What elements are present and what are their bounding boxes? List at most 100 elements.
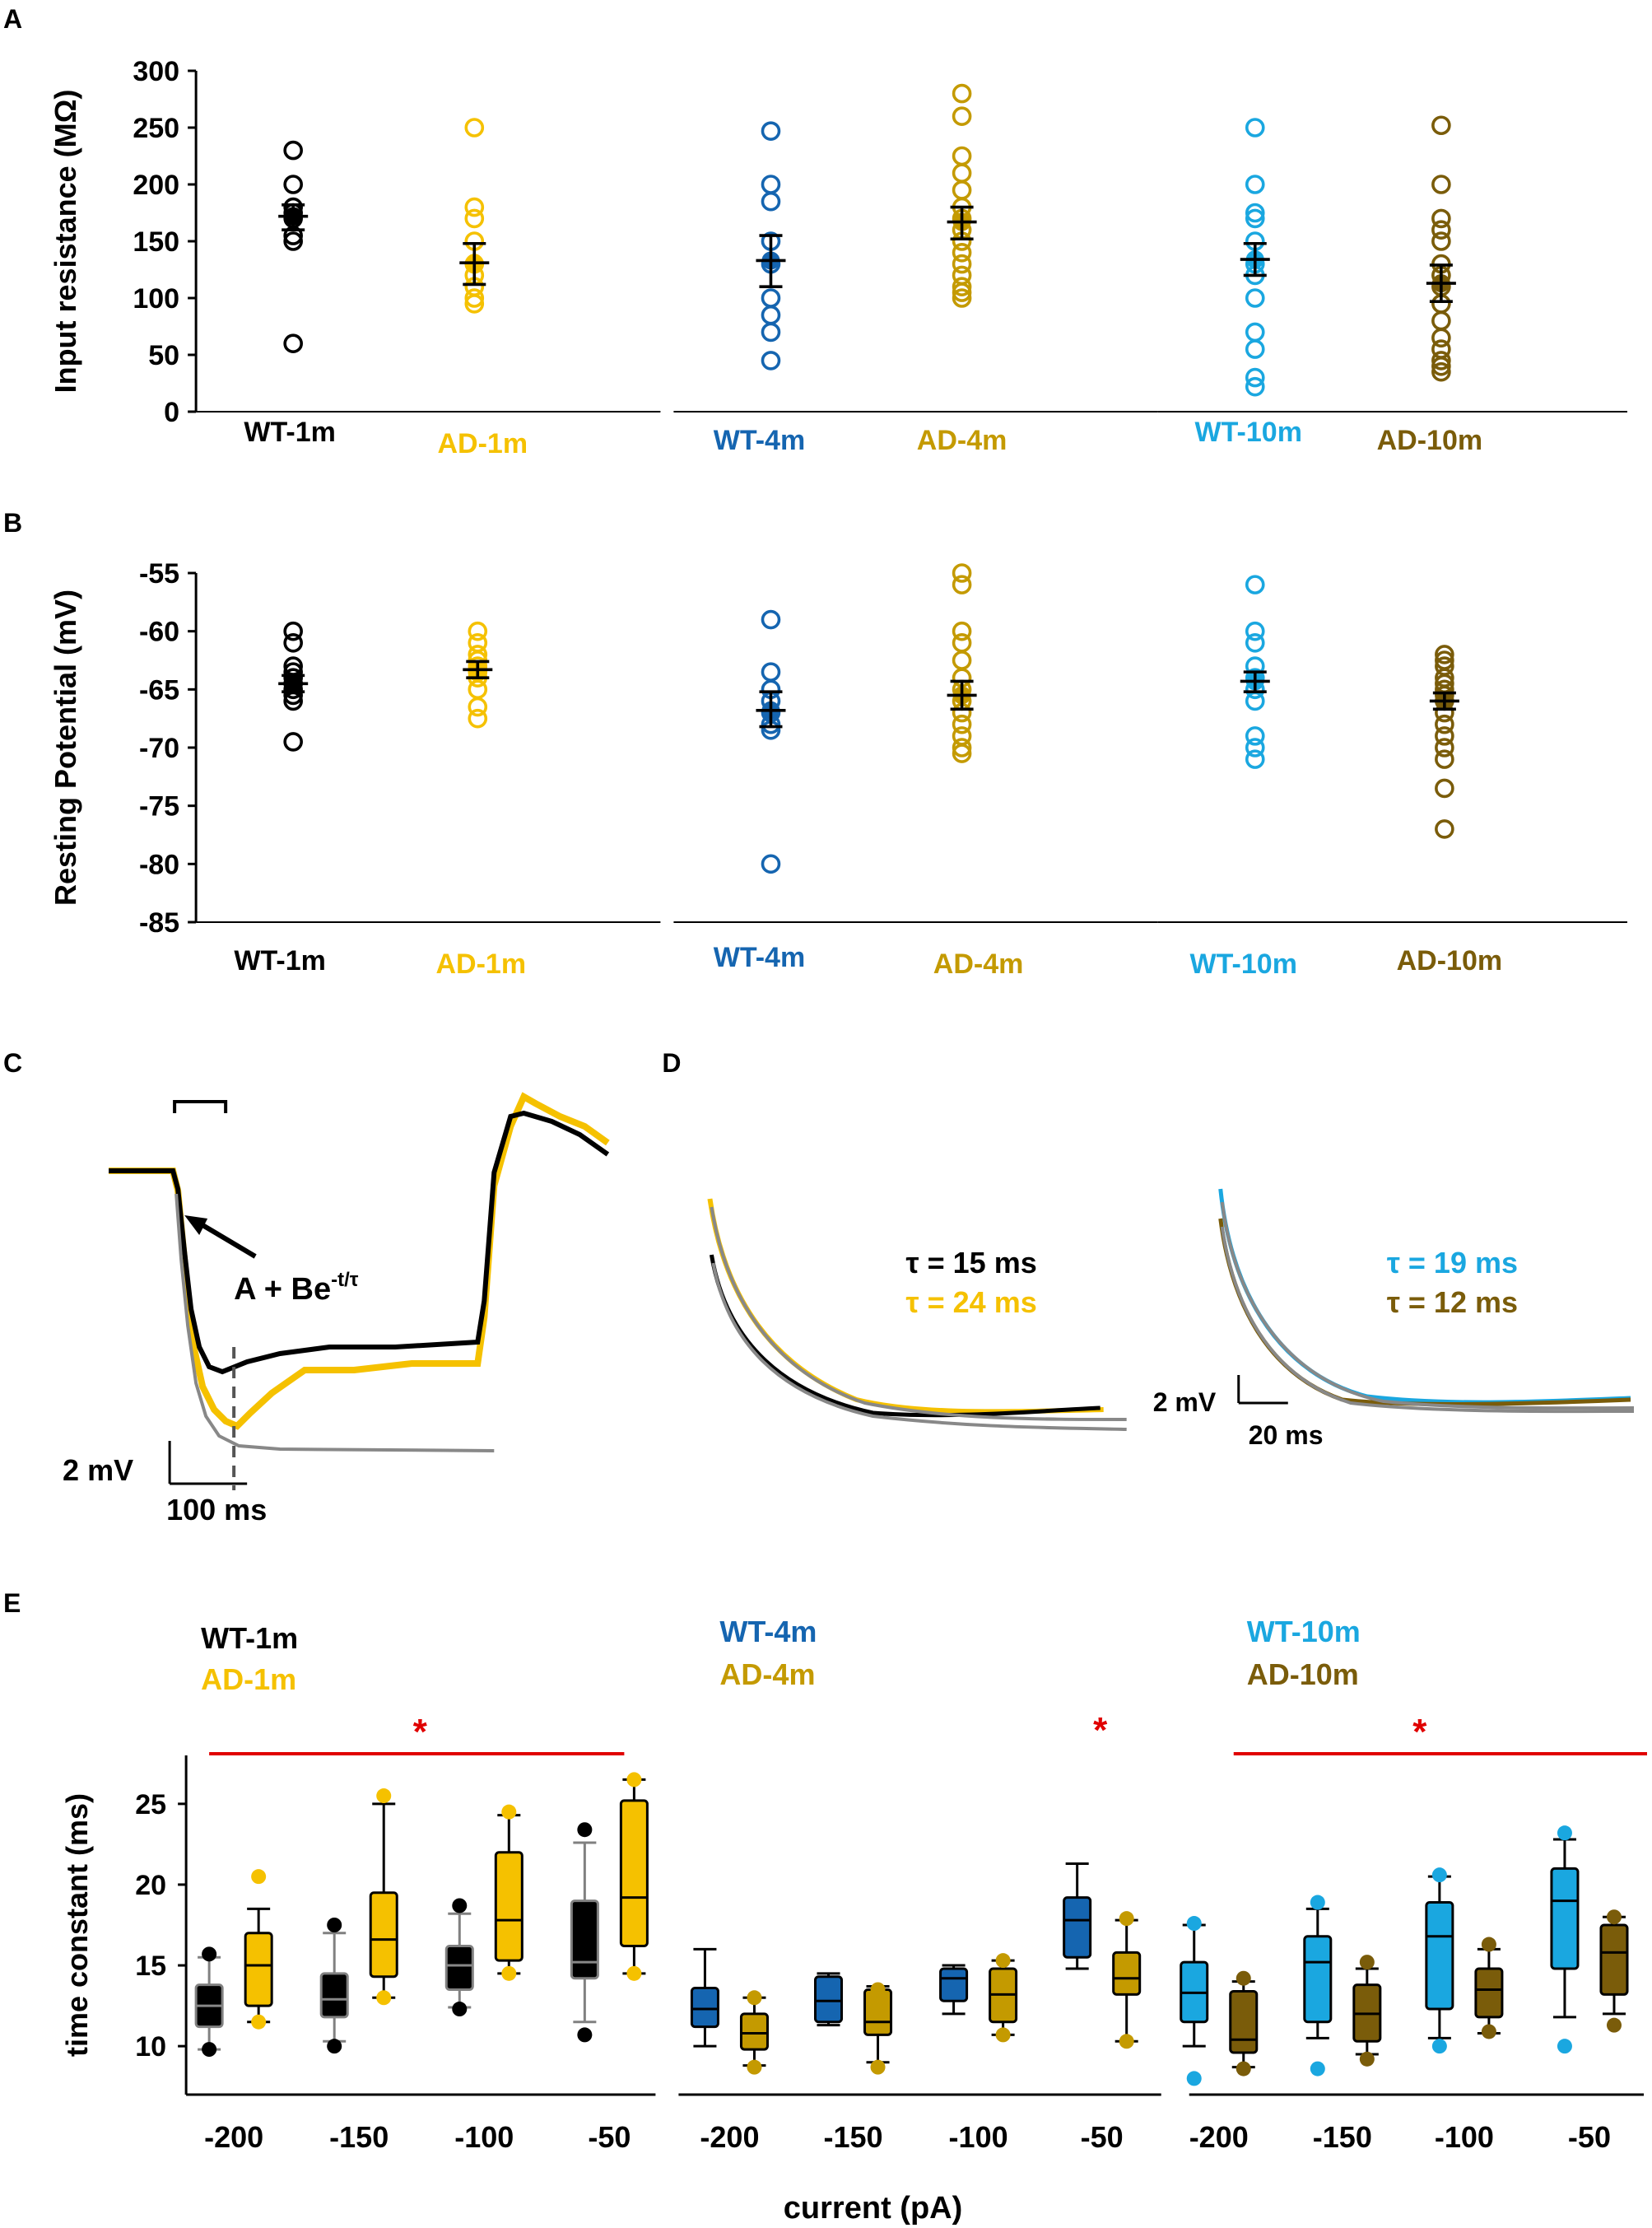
y-tick-label: 300 — [133, 56, 179, 87]
data-point — [464, 288, 485, 308]
outlier-point — [747, 2059, 762, 2075]
legend-ad: AD-1m — [201, 1662, 296, 1696]
y-tick-label: 10 — [135, 2031, 166, 2063]
fit-window-bracket — [173, 1100, 228, 1113]
box — [1229, 1989, 1259, 2054]
outlier-point — [1236, 1970, 1251, 1986]
scale-d-ms-label: 20 ms — [1249, 1420, 1324, 1450]
x-tick-label: -200 — [1189, 2120, 1249, 2154]
data-point — [952, 277, 972, 297]
data-point — [283, 333, 303, 354]
fit-d-wt-1m — [711, 1262, 1127, 1431]
outlier-point — [251, 1869, 267, 1885]
data-point — [283, 621, 303, 641]
panel-c-traces: A + Be-t/τ 2 mV 100 ms — [63, 1092, 610, 1527]
outlier-point — [327, 1918, 342, 1932]
y-tick-label: 25 — [135, 1789, 166, 1820]
data-point — [761, 288, 781, 308]
outlier-point — [202, 1946, 217, 1962]
outlier-point — [1310, 2061, 1325, 2077]
y-tick-label: -85 — [139, 907, 179, 939]
panel-label-e: E — [3, 1588, 21, 1618]
data-point — [1245, 288, 1265, 308]
data-point — [952, 146, 972, 166]
data-point — [761, 175, 781, 194]
fit-d-ad-10m — [1220, 1226, 1634, 1414]
data-point — [952, 575, 972, 594]
legend-ad: AD-4m — [719, 1657, 815, 1691]
box — [1599, 1923, 1629, 1996]
data-point — [1431, 356, 1451, 376]
outlier-point — [995, 2027, 1011, 2043]
data-point — [952, 106, 972, 126]
scale-mv-label: 2 mV — [63, 1453, 133, 1487]
data-point — [952, 288, 972, 308]
fit-curve-c — [175, 1193, 495, 1452]
outlier-point — [376, 1788, 392, 1804]
data-point — [952, 743, 972, 763]
arrowhead-icon — [184, 1215, 208, 1235]
data-point — [952, 242, 972, 263]
outlier-point — [376, 1990, 392, 2006]
group-label: AD-1m — [435, 949, 526, 980]
data-point — [952, 163, 972, 183]
outlier-point — [577, 2027, 593, 2043]
box — [319, 1972, 349, 2019]
panel-a-chart: 0 50 100 150 200 250 300 Input resistance (MΩ) W… — [49, 56, 1627, 459]
data-point — [1435, 749, 1454, 769]
outlier-point — [501, 1965, 517, 1981]
x-tick-label: -200 — [700, 2120, 759, 2154]
x-axis-title: current (pA) — [784, 2191, 963, 2226]
data-point — [1245, 339, 1265, 359]
data-point — [1245, 749, 1265, 769]
data-point — [1431, 175, 1451, 194]
outlier-point — [452, 2002, 468, 2017]
data-point — [1435, 714, 1454, 734]
legend-ad: AD-10m — [1247, 1657, 1359, 1691]
box — [369, 1891, 398, 1979]
data-point — [1431, 208, 1451, 229]
group-label: WT-4m — [714, 425, 805, 456]
fit-arrow-icon — [193, 1218, 257, 1259]
box — [494, 1851, 524, 1962]
outlier-point — [327, 2039, 342, 2054]
data-point — [1435, 645, 1454, 664]
data-point — [1245, 367, 1265, 388]
x-tick-label: -100 — [1435, 2120, 1494, 2154]
outlier-point — [1606, 2017, 1622, 2033]
fit-d-ad-1m — [710, 1206, 1127, 1421]
y-axis-title: Resting Potential (mV) — [49, 590, 82, 906]
y-tick-label: -70 — [139, 733, 179, 764]
y-tick-label: 50 — [148, 340, 179, 371]
y-tick-label: 250 — [133, 113, 179, 144]
box — [1425, 1901, 1454, 2011]
outlier-point — [1186, 1916, 1202, 1932]
legend-wt: WT-10m — [1247, 1615, 1361, 1648]
outlier-point — [1119, 1911, 1134, 1927]
data-point — [1431, 115, 1451, 136]
outlier-point — [1431, 2039, 1447, 2054]
outlier-point — [1557, 1825, 1572, 1841]
data-point — [1245, 575, 1265, 594]
tau-wt-10m: τ = 19 ms — [1387, 1246, 1518, 1279]
x-tick-label: -50 — [1568, 2120, 1611, 2154]
y-axis-title: Input resistance (MΩ) — [49, 90, 82, 394]
outlier-point — [251, 2014, 267, 2030]
outlier-point — [1481, 1937, 1496, 1952]
outlier-point — [1359, 1955, 1375, 1970]
data-point — [468, 697, 488, 717]
panel-b-chart: -85 -80 -75 -70 -65 -60 -55 Resting Potential (… — [49, 558, 1627, 980]
box — [570, 1899, 599, 1980]
data-point — [1245, 208, 1265, 229]
data-point — [283, 632, 303, 653]
data-point — [1245, 738, 1265, 757]
data-point — [761, 191, 781, 212]
box — [939, 1967, 969, 2002]
data-point — [1245, 691, 1265, 711]
significance-star: * — [1093, 1710, 1108, 1750]
significance-star: * — [413, 1712, 428, 1752]
data-point — [761, 854, 781, 874]
group-label: WT-4m — [714, 942, 805, 973]
data-point — [952, 83, 972, 104]
group-label: AD-10m — [1397, 945, 1503, 976]
